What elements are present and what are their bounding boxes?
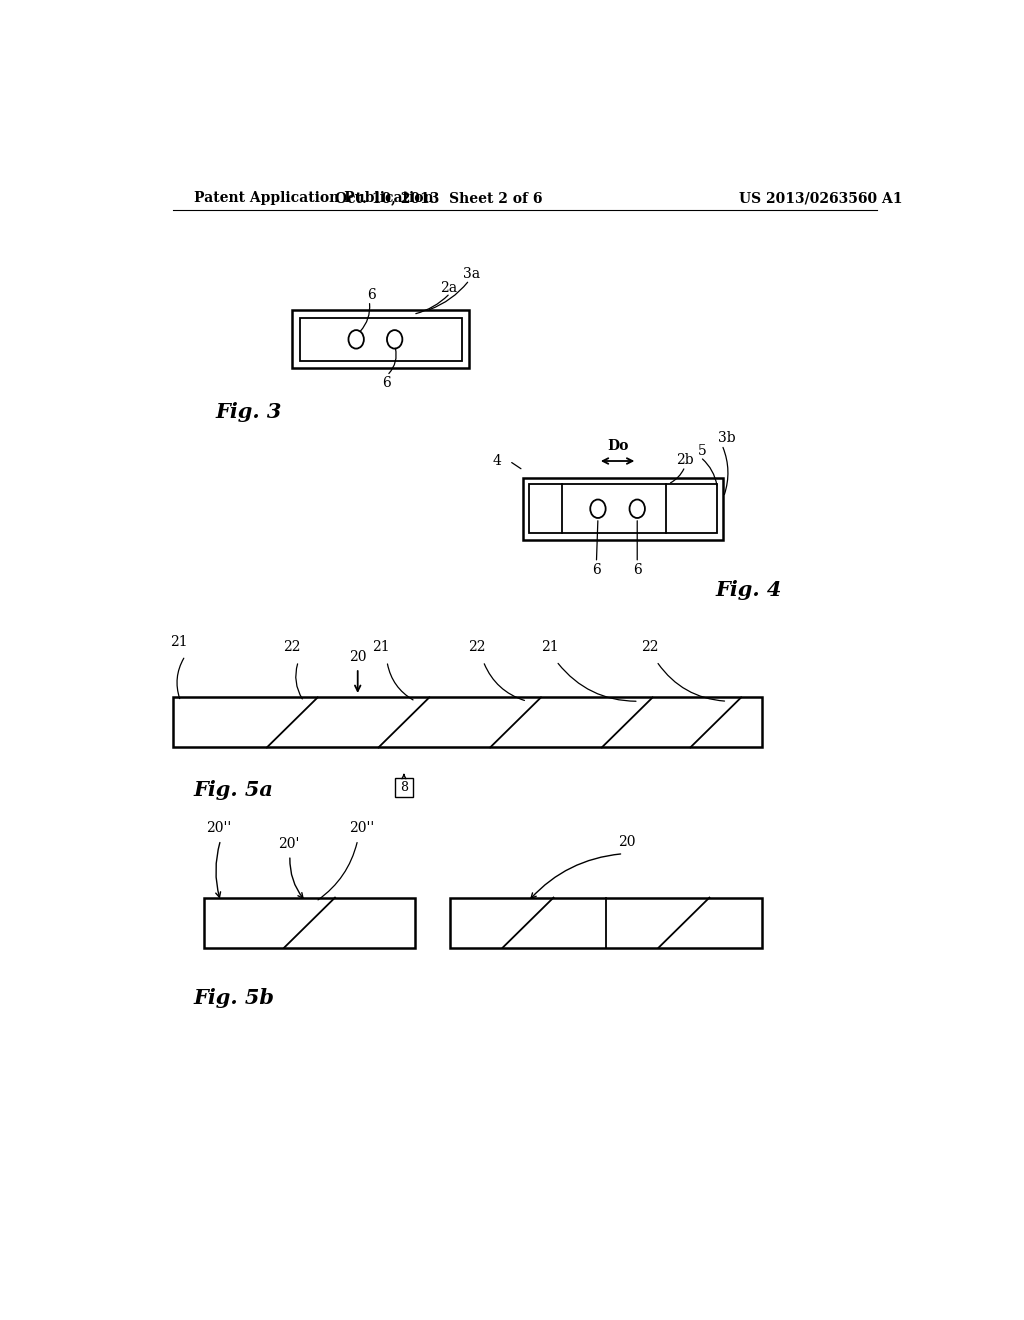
Text: 3a: 3a (463, 267, 480, 281)
Text: 20: 20 (618, 836, 636, 849)
Text: 22: 22 (642, 640, 659, 655)
Text: 2b: 2b (676, 453, 694, 467)
Text: 22: 22 (284, 640, 301, 655)
Text: 22: 22 (468, 640, 485, 655)
Bar (300, 318, 462, 360)
Bar (204, 898, 416, 948)
Text: Fig. 5b: Fig. 5b (194, 987, 274, 1007)
Text: US 2013/0263560 A1: US 2013/0263560 A1 (739, 191, 902, 206)
Bar (523, 478, 724, 540)
Bar (451, 898, 762, 948)
Text: 21: 21 (170, 635, 187, 649)
Bar (173, 697, 762, 747)
Text: 6: 6 (592, 564, 601, 577)
Bar (292, 310, 469, 368)
Text: 6: 6 (383, 376, 391, 391)
Bar (394, 779, 413, 797)
Text: 3b: 3b (719, 430, 736, 445)
Text: 8: 8 (400, 781, 408, 795)
Text: 6: 6 (633, 564, 642, 577)
Ellipse shape (630, 499, 645, 517)
Text: 20'': 20'' (207, 821, 231, 836)
Text: 21: 21 (372, 640, 389, 655)
Text: Fig. 5a: Fig. 5a (194, 780, 273, 800)
Ellipse shape (348, 330, 364, 348)
Text: Fig. 4: Fig. 4 (716, 579, 782, 599)
Bar (529, 484, 717, 533)
Text: 5: 5 (698, 444, 707, 458)
Text: 20: 20 (349, 651, 367, 664)
Text: 4: 4 (493, 454, 502, 469)
Text: 21: 21 (542, 640, 559, 655)
Text: Patent Application Publication: Patent Application Publication (194, 191, 433, 206)
Text: Oct. 10, 2013  Sheet 2 of 6: Oct. 10, 2013 Sheet 2 of 6 (335, 191, 543, 206)
Text: 20': 20' (278, 837, 299, 850)
Ellipse shape (590, 499, 605, 517)
Text: 2a: 2a (440, 281, 457, 294)
Text: 20'': 20'' (349, 821, 374, 836)
Text: 6: 6 (368, 288, 376, 302)
Text: Do: Do (607, 440, 629, 453)
Text: Fig. 3: Fig. 3 (215, 403, 282, 422)
Ellipse shape (387, 330, 402, 348)
